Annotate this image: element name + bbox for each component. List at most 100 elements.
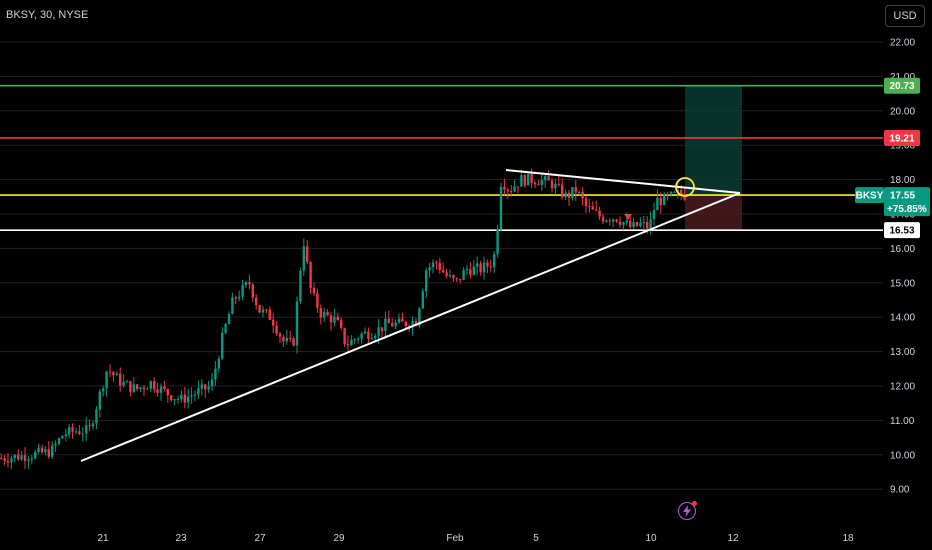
candle-body — [282, 336, 285, 342]
candle-body — [550, 180, 554, 189]
candle-body — [680, 189, 683, 195]
descending-trendline — [505, 169, 741, 194]
currency-button[interactable]: USD — [885, 5, 925, 27]
x-tick-label: 27 — [254, 533, 266, 544]
candle-body — [343, 328, 346, 344]
candle-body — [595, 209, 598, 211]
candle-body — [639, 222, 642, 226]
candle-body — [248, 282, 251, 285]
candle-body — [336, 316, 339, 321]
candle-body — [387, 318, 390, 324]
candle-body — [503, 187, 506, 190]
candle-body — [350, 339, 353, 346]
candle-body — [81, 433, 84, 435]
candle-body — [346, 343, 350, 346]
candle-body — [496, 229, 499, 255]
candle-body — [632, 221, 635, 228]
candle-body — [323, 312, 326, 318]
candle-body — [190, 395, 193, 397]
candle-body — [105, 371, 108, 389]
candle-body — [530, 173, 533, 183]
candle-body — [326, 312, 329, 316]
candle-body — [244, 282, 248, 285]
candle-body — [557, 183, 560, 185]
candle-body — [663, 193, 666, 206]
candle-body — [540, 180, 543, 186]
candle-body — [64, 434, 67, 436]
candle-body — [629, 220, 632, 228]
candle-body — [163, 386, 166, 390]
candle-body — [210, 379, 214, 387]
candle-body — [520, 175, 523, 187]
candle-body — [265, 309, 268, 311]
candle-body — [200, 384, 203, 389]
candle-body — [384, 318, 387, 331]
candle-body — [459, 278, 462, 280]
candle-body — [224, 324, 227, 333]
level-price-label: 16.53 — [889, 226, 914, 237]
x-tick-label: 5 — [533, 533, 539, 544]
candle-body — [278, 333, 282, 337]
candle-body — [564, 192, 567, 198]
candle-body — [533, 182, 537, 185]
candle-body — [268, 309, 271, 320]
candle-body — [102, 388, 105, 392]
candle-body — [669, 191, 673, 195]
candle-body — [635, 221, 639, 226]
candle-body — [98, 391, 101, 410]
candle-body — [493, 254, 496, 268]
last-price-badge — [884, 187, 930, 217]
candle-body — [139, 387, 142, 390]
candle-body — [285, 337, 288, 342]
y-tick-label: 13.00 — [890, 347, 915, 358]
candle-body — [625, 220, 628, 223]
candle-body — [88, 425, 91, 427]
candle-body — [112, 372, 115, 376]
candle-body — [455, 278, 458, 280]
candle-body — [581, 191, 584, 199]
candle-body — [261, 309, 265, 313]
lightning-bolt-icon[interactable] — [678, 501, 697, 520]
ascending-trendline — [80, 192, 741, 462]
candle-body — [360, 333, 363, 339]
candle-body — [499, 187, 503, 230]
candle-body — [673, 191, 676, 193]
candle-body — [176, 399, 180, 401]
candle-body — [333, 316, 336, 323]
level-price-badge — [884, 77, 920, 94]
candle-body — [370, 337, 373, 339]
candle-body — [489, 266, 492, 268]
candle-body — [448, 275, 452, 277]
candle-body — [486, 262, 489, 267]
candle-body — [108, 371, 112, 373]
position-loss-zone — [685, 195, 742, 231]
candle-body — [295, 301, 299, 346]
candle-body — [380, 327, 384, 331]
candle-body — [445, 272, 448, 277]
candle-body — [221, 332, 224, 359]
candle-body — [142, 387, 146, 390]
candle-body — [272, 319, 275, 326]
sell-arrow-marker — [624, 214, 632, 220]
candle-body — [367, 331, 370, 339]
candle-body — [588, 206, 591, 208]
candle-body — [23, 455, 27, 461]
candle-body — [442, 270, 445, 273]
candle-body — [17, 454, 20, 460]
candle-body — [129, 381, 132, 392]
candle-body — [601, 216, 605, 222]
last-price-change: +75.85% — [887, 204, 927, 215]
candle-body — [659, 197, 662, 206]
candle-body — [204, 384, 207, 390]
candle-body — [615, 219, 618, 222]
candle-body — [47, 449, 50, 457]
candle-body — [159, 386, 163, 393]
candle-body — [258, 305, 261, 313]
symbol-badge — [855, 187, 884, 204]
candle-body — [544, 176, 547, 181]
candle-body — [428, 267, 431, 271]
candle-body — [251, 284, 254, 298]
candle-body — [13, 454, 16, 459]
candle-body — [227, 314, 231, 325]
